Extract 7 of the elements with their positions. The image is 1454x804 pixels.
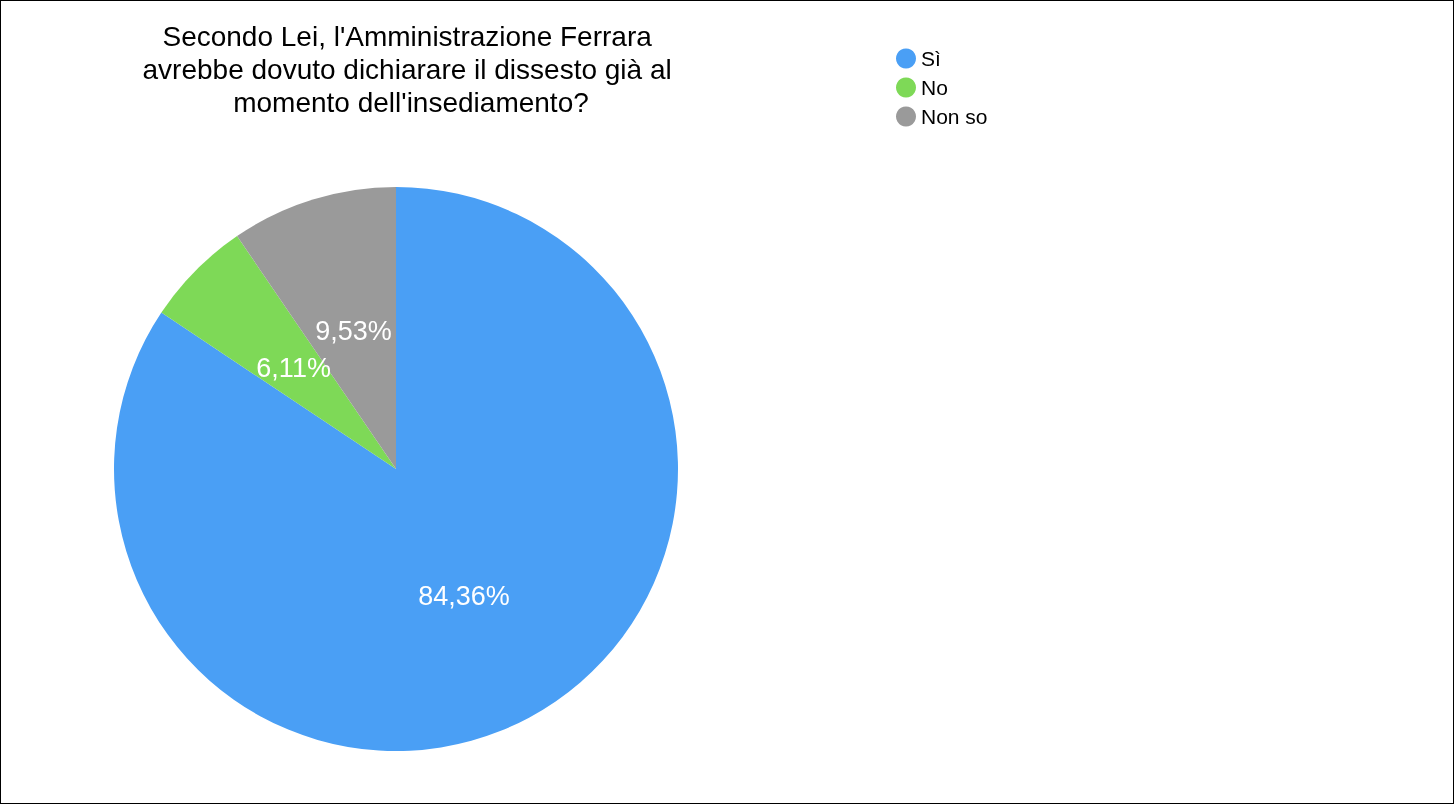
data-label: 84,36% [418,580,510,611]
legend-label: No [921,76,948,99]
chart-title: Secondo Lei, l'Amministrazione Ferrara avrebbe dovuto dichiarare il dissesto già al momento dell'insediamento? [142,21,680,118]
legend-label: Non so [921,105,988,128]
legend-label: Sì [921,47,941,70]
data-label: 6,11% [256,352,331,383]
data-label: 9,53% [315,316,392,347]
